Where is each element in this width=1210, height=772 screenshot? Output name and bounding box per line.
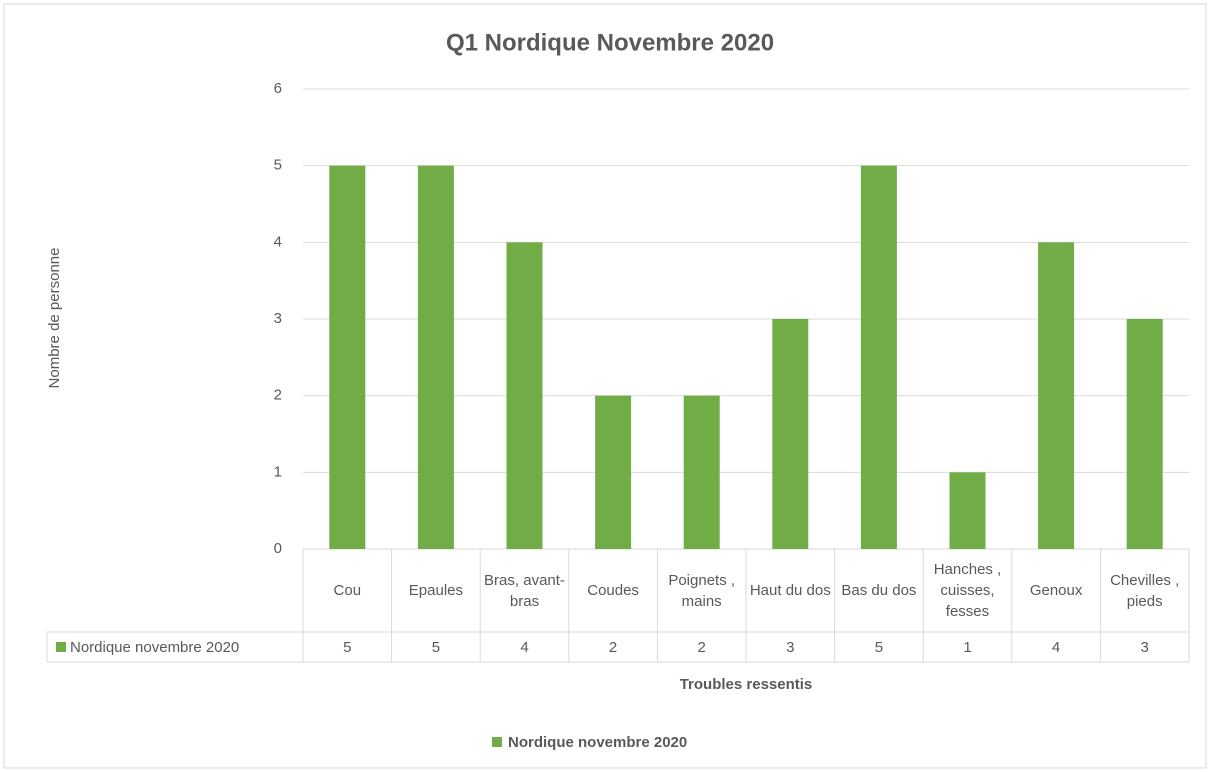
x-tick-label: Coudes <box>587 582 639 599</box>
legend-key <box>492 737 502 747</box>
bar <box>860 165 897 549</box>
category-cell: Bras, avant-bras <box>484 571 565 610</box>
category-cell: Cou <box>333 582 362 599</box>
chart-frame <box>3 3 1207 769</box>
table-value: 2 <box>609 639 617 656</box>
bar <box>595 395 632 549</box>
x-tick-label: Hanches , cuisses, fesses <box>933 561 1002 620</box>
category-cell: Bas du dos <box>841 582 917 599</box>
table-value: 5 <box>432 639 440 656</box>
bar <box>1126 319 1163 549</box>
category-cell: Genoux <box>1029 582 1083 599</box>
category-cell: Poignets , mains <box>668 571 736 610</box>
y-tick-label: 4 <box>274 233 282 250</box>
category-cell: Coudes <box>587 582 639 599</box>
x-axis-label: Troubles ressentis <box>680 676 813 693</box>
category-cell: Hanches , cuisses, fesses <box>933 561 1002 620</box>
x-tick-label: Cou <box>333 582 362 599</box>
category-cell: Chevilles , pieds <box>1110 571 1180 610</box>
category-cell: Haut du dos <box>749 582 831 599</box>
bar <box>329 165 366 549</box>
x-tick-label: Bas du dos <box>841 582 917 599</box>
table-value: 3 <box>1141 639 1149 656</box>
table-value: 5 <box>343 639 351 656</box>
y-tick-label: 2 <box>274 387 282 404</box>
x-tick-label: Haut du dos <box>749 582 831 599</box>
category-cell: Epaules <box>408 582 463 599</box>
bar <box>417 165 454 549</box>
table-value: 1 <box>963 639 971 656</box>
bar <box>949 472 986 549</box>
y-tick-label: 5 <box>274 157 282 174</box>
y-tick-label: 6 <box>274 80 282 97</box>
bar <box>772 319 809 549</box>
x-tick-label: Epaules <box>408 582 463 599</box>
bar <box>506 242 543 550</box>
table-value: 4 <box>520 639 528 656</box>
y-tick-label: 1 <box>274 463 282 480</box>
x-tick-label: Chevilles , pieds <box>1110 571 1180 610</box>
legend-key <box>56 642 66 652</box>
table-row-label: Nordique novembre 2020 <box>70 639 239 656</box>
y-tick-label: 3 <box>274 310 282 327</box>
x-tick-label: Bras, avant-bras <box>484 571 565 610</box>
legend-label: Nordique novembre 2020 <box>508 734 687 751</box>
table-value: 3 <box>786 639 794 656</box>
chart-title: Q1 Nordique Novembre 2020 <box>446 29 774 56</box>
x-tick-label: Genoux <box>1029 582 1083 599</box>
bar <box>683 395 720 549</box>
y-axis-label: Nombre de personne <box>46 248 63 389</box>
table-value: 2 <box>698 639 706 656</box>
bar <box>1038 242 1075 550</box>
table-value: 4 <box>1052 639 1060 656</box>
x-tick-label: Poignets , mains <box>668 571 736 610</box>
table-value: 5 <box>875 639 883 656</box>
y-tick-label: 0 <box>274 540 282 557</box>
